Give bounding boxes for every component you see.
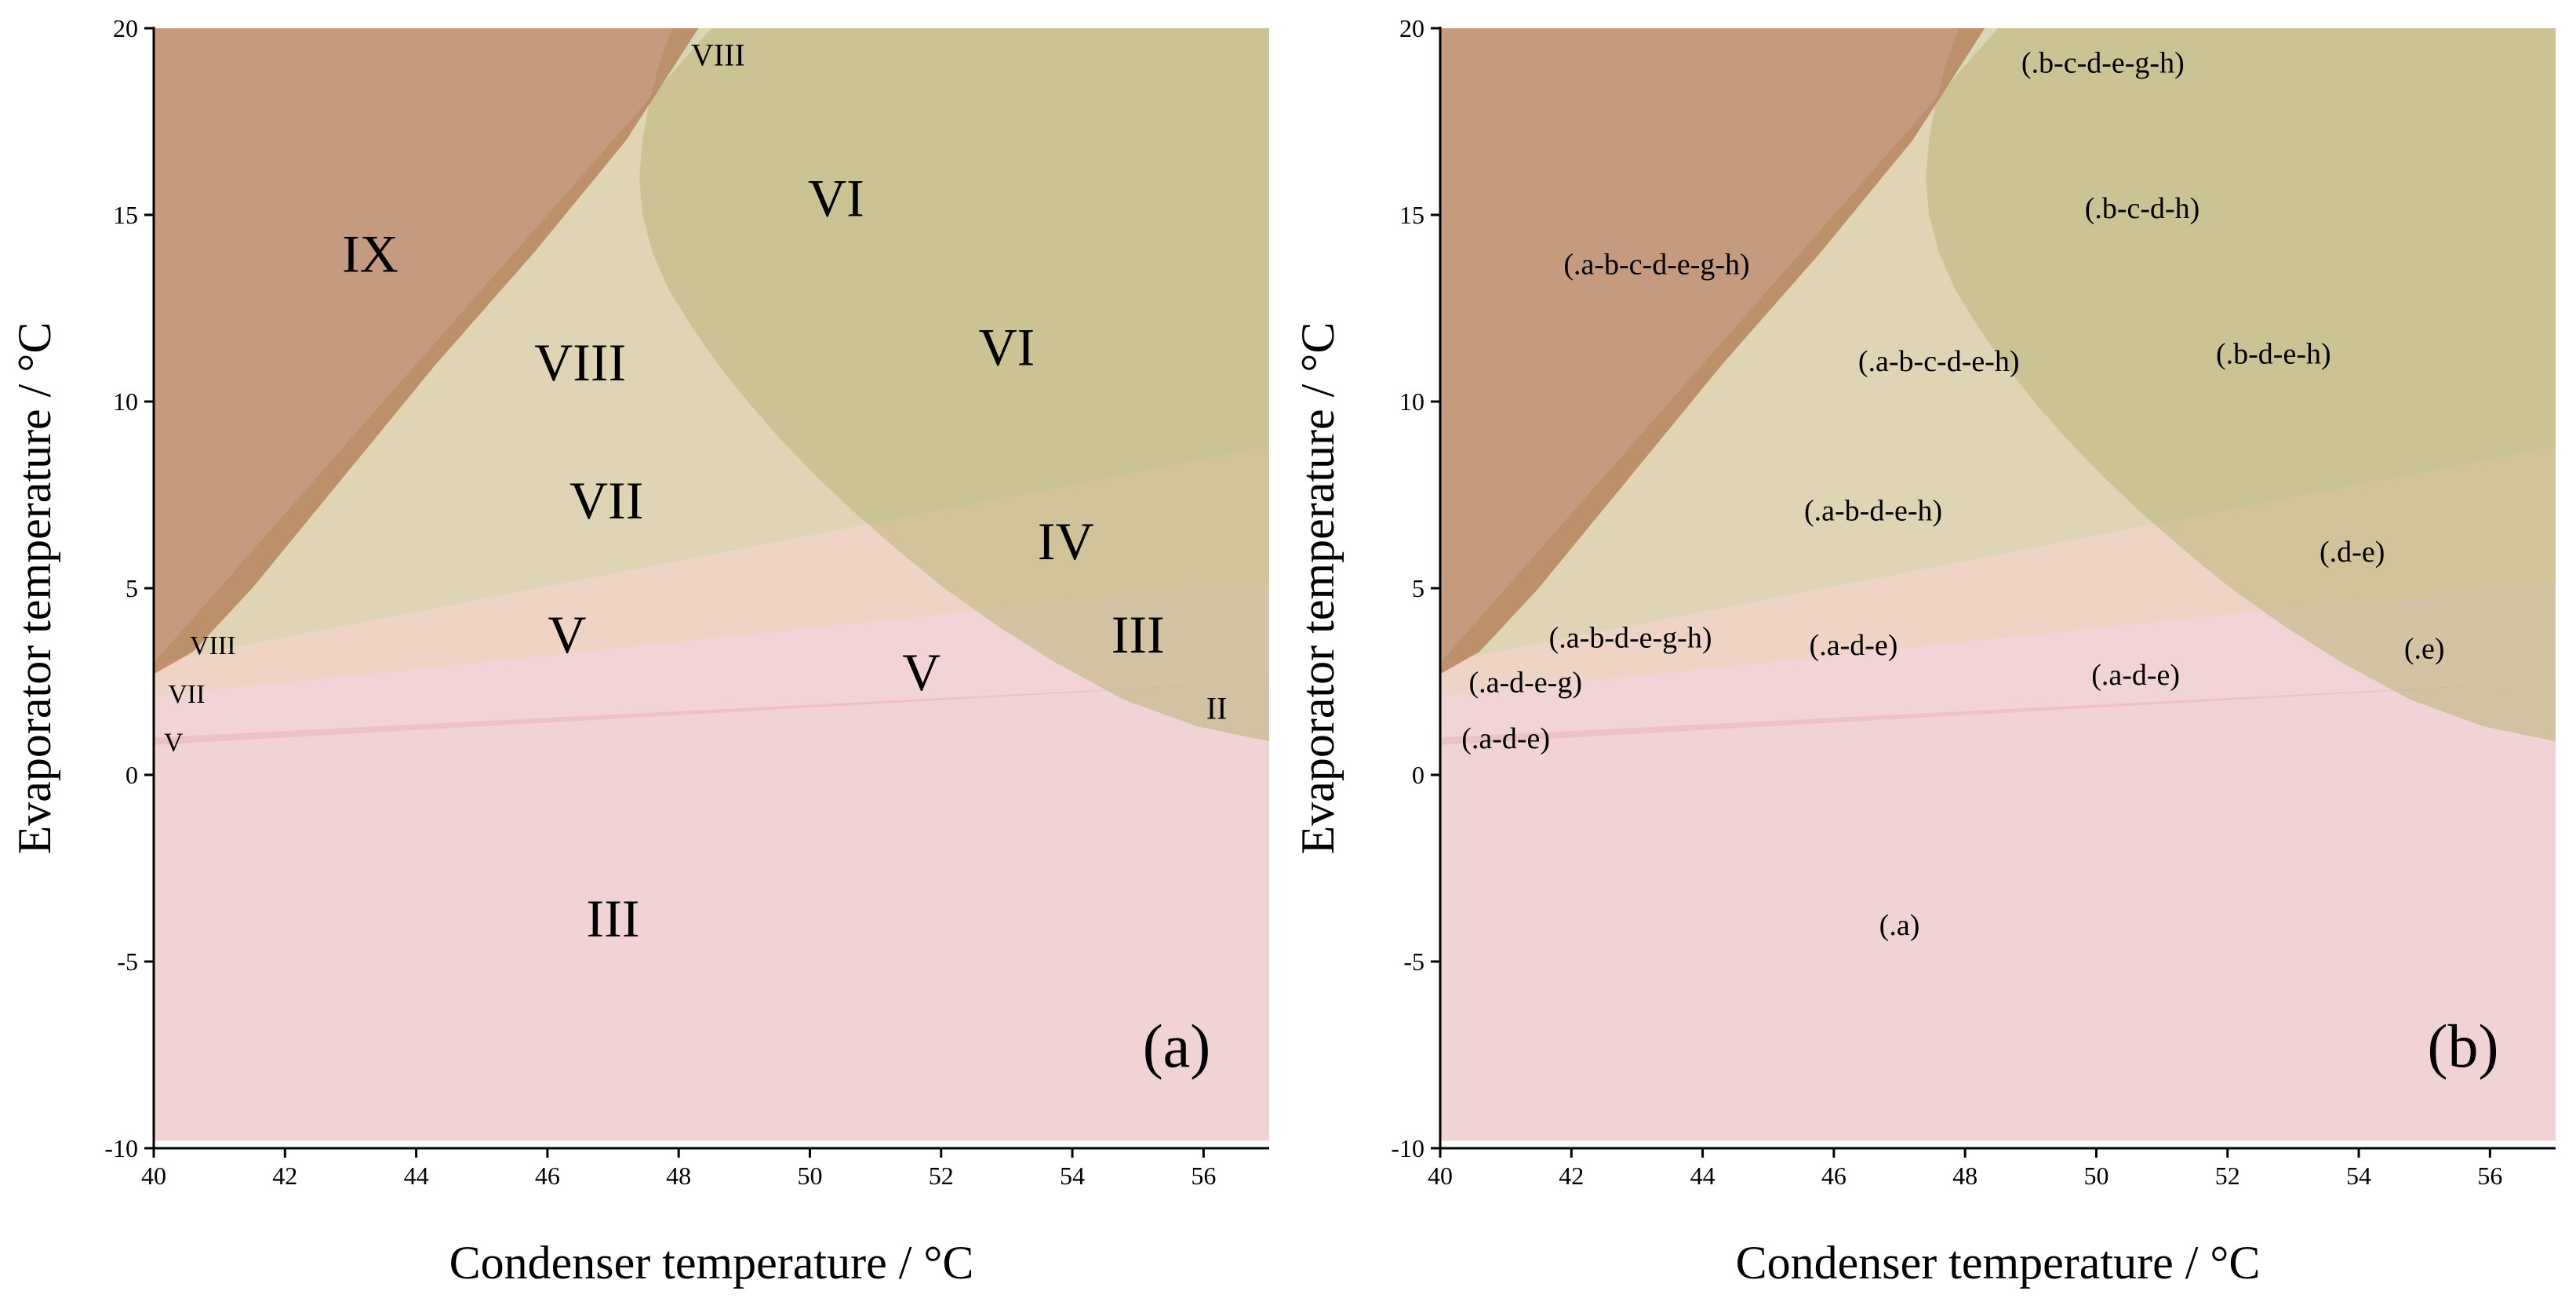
y-tick-label: 5	[126, 574, 138, 602]
chart-panel-a: 40 42 44 46 48 50 52 54 56 -10 -5 0 5 10 15 20 Condenser…	[9, 14, 1269, 1289]
region-label: (.b-c-d-e-g-h)	[2021, 46, 2185, 79]
region-label: (.a)	[1879, 909, 1920, 942]
region-ix-region	[1440, 28, 1985, 674]
x-tick-label: 46	[535, 1162, 560, 1190]
region-label: III	[1112, 605, 1165, 664]
region-label: (.a-b-c-d-e-h)	[1858, 345, 2020, 378]
x-tick-label: 50	[2083, 1162, 2108, 1190]
region-wedge-low	[1440, 580, 2556, 745]
region-label: IX	[342, 224, 398, 284]
x-tick-label: 40	[141, 1162, 166, 1190]
x-tick-label: 50	[797, 1162, 822, 1190]
region-label: (.b-c-d-h)	[2085, 192, 2200, 225]
region-label: (.a-d-e)	[1461, 722, 1550, 755]
x-tick-label: 44	[404, 1162, 429, 1190]
region-label: IV	[1038, 511, 1094, 571]
region-base	[1440, 682, 2556, 1141]
x-tick-label: 44	[1690, 1162, 1716, 1190]
x-axis-title: Condenser temperature / °C	[1736, 1237, 2261, 1289]
x-tick-label: 40	[1428, 1162, 1453, 1190]
region-label: VI	[979, 318, 1035, 377]
region-label: VI	[808, 168, 864, 227]
y-tick-label: 10	[1399, 387, 1424, 416]
region-label: VIII	[534, 333, 626, 392]
y-tick-label: 15	[113, 201, 138, 229]
region-label: (.e)	[2404, 633, 2445, 666]
region-label: (.a-d-e-g)	[1468, 666, 1582, 699]
region-label: (.d-e)	[2319, 536, 2385, 569]
y-axis-title: Evaporator temperature / °C	[1292, 322, 1344, 855]
y-tick-label: -10	[104, 1134, 138, 1162]
x-tick-label: 56	[2477, 1162, 2502, 1190]
y-tick-label: -10	[1391, 1134, 1424, 1162]
chart-panel-b: 40 42 44 46 48 50 52 54 56 -10 -5 0 5 10 15 20 Condenser…	[1292, 14, 2556, 1289]
y-tick-label: 0	[126, 761, 138, 789]
y-tick-label: 0	[1412, 761, 1424, 789]
region-curve-region	[639, 28, 1269, 742]
panel-label: (b)	[2428, 1012, 2499, 1080]
y-tick-label: 10	[113, 387, 138, 416]
x-axis-title: Condenser temperature / °C	[449, 1237, 974, 1289]
region-label: V	[548, 605, 586, 664]
x-tick-label: 42	[272, 1162, 297, 1190]
region-label: (.a-b-c-d-e-g-h)	[1563, 248, 1749, 281]
region-label: III	[587, 889, 640, 948]
region-label: (.a-d-e)	[1810, 629, 1898, 662]
y-tick-label: 20	[1399, 14, 1424, 42]
region-label: (.a-d-e)	[2091, 659, 2180, 692]
region-wedge-low	[154, 580, 1269, 745]
region-label: (.b-d-e-h)	[2216, 338, 2331, 371]
y-tick-label: -5	[117, 947, 138, 976]
regions	[154, 28, 1269, 1141]
region-label: VII	[569, 471, 643, 530]
x-tick-label: 52	[929, 1162, 954, 1190]
region-ix-region	[154, 28, 699, 674]
y-tick-label: 20	[113, 14, 138, 42]
region-base	[154, 682, 1269, 1141]
y-axis-title: Evaporator temperature / °C	[9, 322, 60, 855]
x-tick-label: 42	[1559, 1162, 1584, 1190]
region-label: V	[164, 729, 184, 758]
x-tick-label: 56	[1191, 1162, 1216, 1190]
x-tick-label: 52	[2215, 1162, 2240, 1190]
regions	[1440, 28, 2556, 1141]
y-tick-label: -5	[1403, 947, 1424, 976]
y-tick-label: 15	[1399, 201, 1424, 229]
region-curve-region	[1926, 28, 2556, 742]
x-tick-label: 46	[1821, 1162, 1846, 1190]
x-tick-label: 48	[666, 1162, 691, 1190]
x-tick-label: 48	[1952, 1162, 1977, 1190]
region-label: (.a-b-d-e-g-h)	[1549, 621, 1712, 654]
x-tick-label: 54	[2346, 1162, 2371, 1190]
region-label: VIII	[691, 37, 745, 72]
region-label: VIII	[190, 631, 236, 660]
region-label: VII	[168, 680, 205, 709]
region-label: II	[1206, 690, 1228, 725]
x-tick-label: 54	[1060, 1162, 1085, 1190]
y-tick-label: 5	[1412, 574, 1424, 602]
region-label: V	[902, 642, 941, 702]
region-label: (.a-b-d-e-h)	[1804, 495, 1942, 528]
panel-label: (a)	[1143, 1012, 1211, 1080]
